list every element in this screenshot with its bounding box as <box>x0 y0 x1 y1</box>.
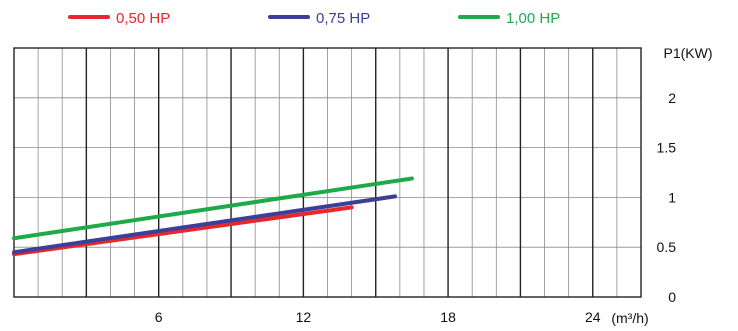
y-tick-label: 0 <box>668 289 676 305</box>
y-tick-label: 2 <box>668 90 676 106</box>
legend-label-1: 0,50 HP <box>116 10 170 27</box>
chart-legend: 0,50 HP 0,75 HP 1,00 HP <box>68 10 560 27</box>
x-tick-label: 12 <box>296 309 312 325</box>
x-tick-label: 6 <box>155 309 163 325</box>
legend-label-3: 1,00 HP <box>506 10 560 27</box>
y-tick-label: 0.5 <box>657 239 677 255</box>
legend-label-2: 0,75 HP <box>316 10 370 27</box>
x-tick-label: 24 <box>585 309 601 325</box>
major-gridlines <box>85 48 594 297</box>
data-series <box>12 176 414 257</box>
plot-frame <box>13 47 642 298</box>
minor-gridlines <box>14 48 641 297</box>
series-line-1 <box>12 205 354 257</box>
y-tick-label: 1 <box>668 189 676 205</box>
y-tick-label: 1.5 <box>657 140 677 156</box>
series-line-2 <box>12 194 398 255</box>
series-line-3 <box>12 176 414 241</box>
y-axis-ticks: 0 0.5 1 1.5 2 <box>657 90 677 305</box>
x-axis-ticks: 6 12 18 24 <box>155 309 601 325</box>
y-axis-label: P1(KW) <box>664 45 713 61</box>
x-axis-label: (m³/h) <box>611 310 648 326</box>
x-tick-label: 18 <box>440 309 456 325</box>
